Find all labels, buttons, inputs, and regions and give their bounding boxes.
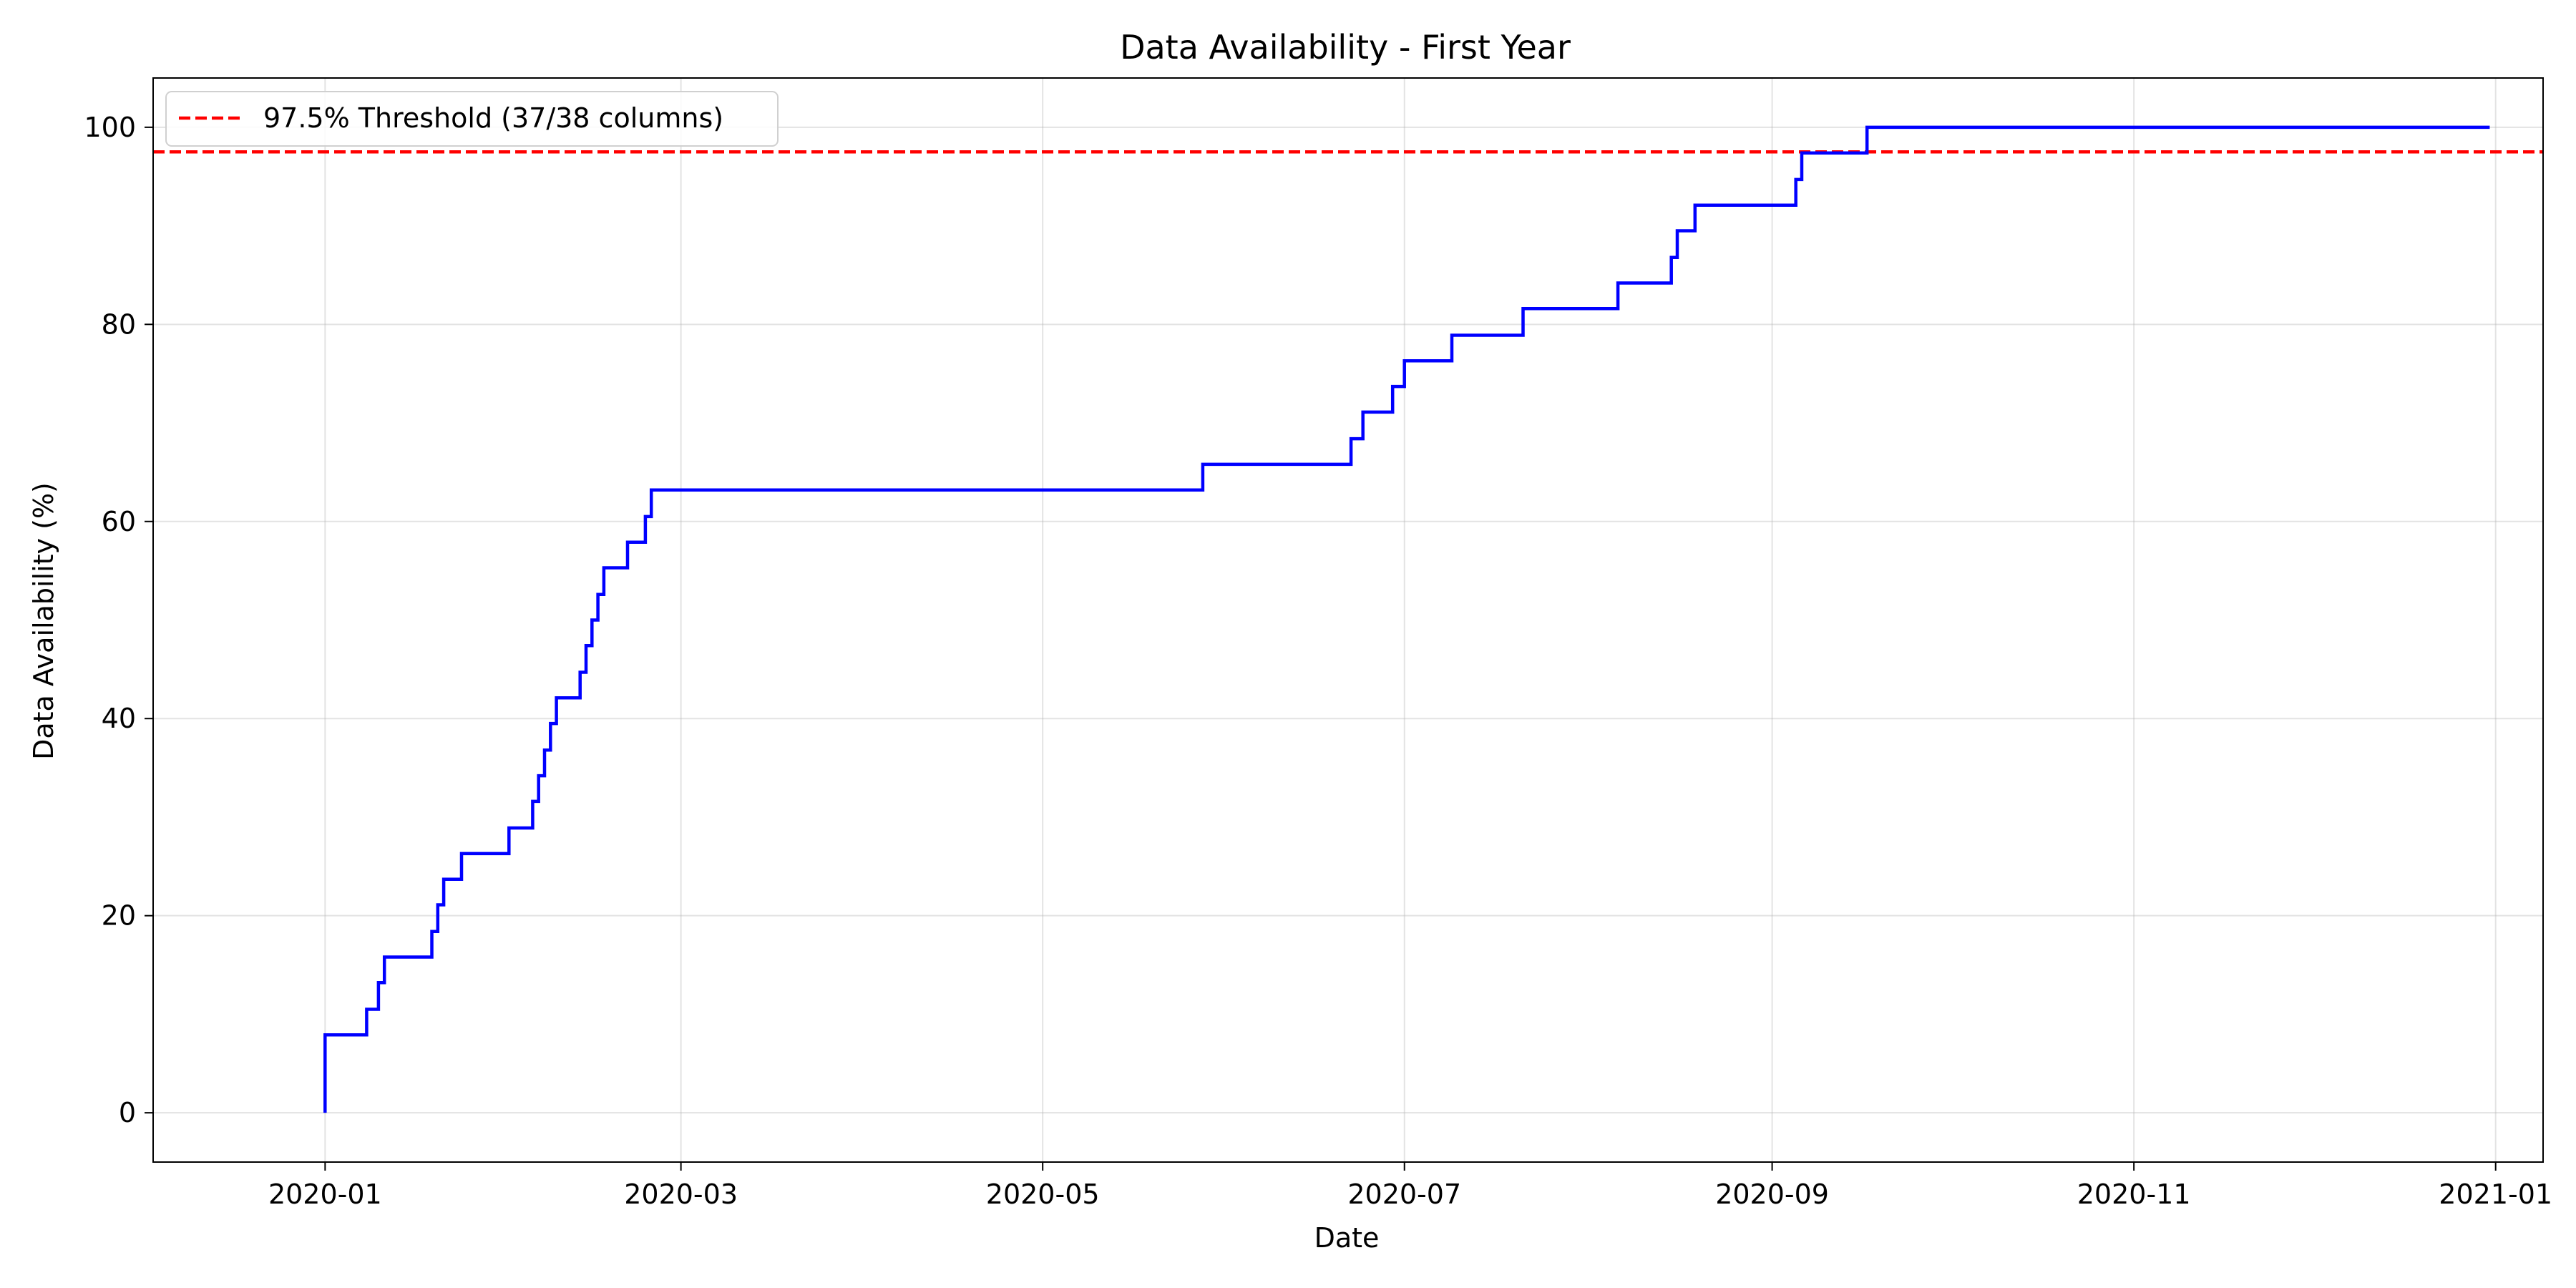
x-tick-label: 2020-11 (2077, 1179, 2191, 1210)
series-layer (323, 125, 2490, 1113)
y-tick-label: 20 (102, 900, 136, 932)
x-tick-label: 2020-07 (1347, 1179, 1461, 1210)
x-tick-label: 2020-03 (624, 1179, 738, 1210)
legend-box (165, 91, 779, 147)
legend-label-threshold: 97.5% Threshold (37/38 columns) (263, 102, 723, 134)
x-axis-label: Date (1314, 1222, 1380, 1254)
legend: 97.5% Threshold (37/38 columns) (165, 91, 779, 147)
x-tick-label: 2020-05 (986, 1179, 1100, 1210)
y-axis-label: Data Availability (%) (28, 482, 59, 760)
x-tick-label: 2020-09 (1715, 1179, 1829, 1210)
y-tick-label: 80 (102, 308, 136, 340)
series-line-availability (323, 125, 2490, 1113)
chart-title: Data Availability - First Year (1120, 28, 1571, 67)
y-tick-label: 100 (84, 112, 136, 143)
y-tick-label: 60 (102, 506, 136, 537)
x-tick-label: 2021-01 (2439, 1179, 2552, 1210)
y-tick-label: 0 (119, 1097, 136, 1128)
ticks: 2020-01 2020-03 2020-05 2020-07 2020-09 2020-… (84, 112, 2552, 1210)
x-tick-label: 2020-01 (268, 1179, 382, 1210)
y-tick-label: 40 (102, 703, 136, 734)
plot-frame (152, 77, 2544, 1163)
